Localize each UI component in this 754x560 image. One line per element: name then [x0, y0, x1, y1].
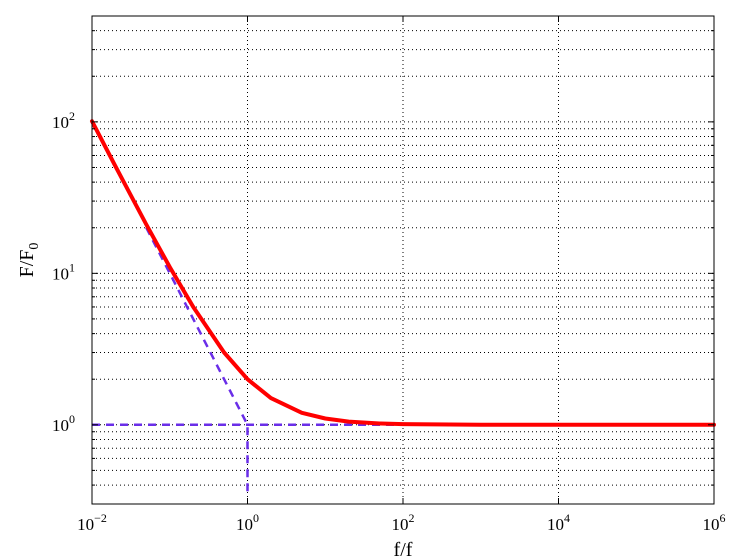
x-tick-label: 102 — [392, 511, 415, 534]
y-tick-exp: 2 — [69, 109, 75, 123]
y-tick-label: 101 — [52, 260, 75, 283]
y-tick-exp: 0 — [69, 412, 75, 426]
x-tick-exp: −2 — [94, 511, 107, 525]
y-axis-label: F/F0 — [16, 243, 42, 278]
y-tick-base: 10 — [52, 113, 69, 132]
x-tick-label: 10−2 — [77, 511, 107, 534]
x-tick-exp: 0 — [253, 511, 259, 525]
series-line-dashed-1 — [145, 227, 249, 494]
y-tick-base: 10 — [52, 264, 69, 283]
x-tick-base: 10 — [392, 515, 409, 534]
x-tick-base: 10 — [236, 515, 253, 534]
x-tick-label: 106 — [703, 511, 726, 534]
y-tick-base: 10 — [52, 416, 69, 435]
y-tick-label: 102 — [52, 109, 75, 132]
x-tick-label: 100 — [236, 511, 259, 534]
x-tick-base: 10 — [703, 515, 720, 534]
x-tick-label: 104 — [547, 511, 570, 534]
y-tick-label: 100 — [52, 412, 75, 435]
x-tick-exp: 4 — [564, 511, 570, 525]
x-tick-base: 10 — [547, 515, 564, 534]
series-line-solid — [90, 119, 716, 427]
x-tick-base: 10 — [77, 515, 94, 534]
x-axis-label: f/f — [394, 539, 413, 560]
series-group — [90, 119, 716, 494]
y-tick-exp: 1 — [69, 260, 75, 274]
x-tick-exp: 6 — [720, 511, 726, 525]
x-tick-exp: 2 — [409, 511, 415, 525]
ticks — [91, 16, 715, 505]
